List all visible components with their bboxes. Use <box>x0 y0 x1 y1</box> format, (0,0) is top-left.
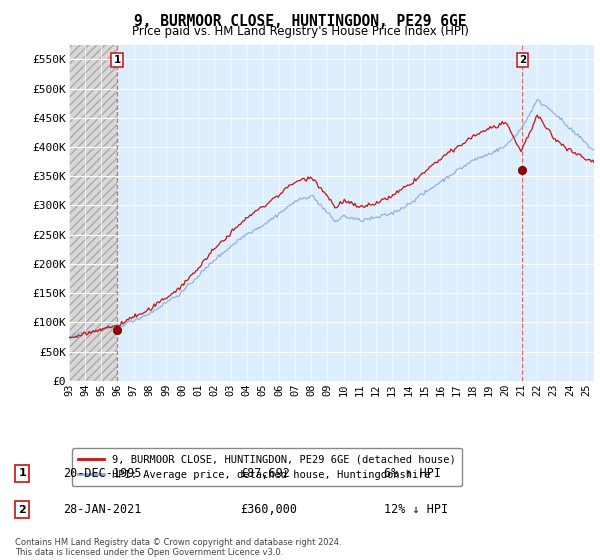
Text: £87,692: £87,692 <box>240 466 290 480</box>
Text: 28-JAN-2021: 28-JAN-2021 <box>63 503 142 516</box>
Text: Price paid vs. HM Land Registry's House Price Index (HPI): Price paid vs. HM Land Registry's House … <box>131 25 469 38</box>
Text: Contains HM Land Registry data © Crown copyright and database right 2024.
This d: Contains HM Land Registry data © Crown c… <box>15 538 341 557</box>
Text: 1: 1 <box>113 55 121 65</box>
Text: 1: 1 <box>19 468 26 478</box>
Legend: 9, BURMOOR CLOSE, HUNTINGDON, PE29 6GE (detached house), HPI: Average price, det: 9, BURMOOR CLOSE, HUNTINGDON, PE29 6GE (… <box>71 448 462 486</box>
Text: 12% ↓ HPI: 12% ↓ HPI <box>384 503 448 516</box>
Text: 2: 2 <box>519 55 526 65</box>
Text: 2: 2 <box>19 505 26 515</box>
Bar <box>69 45 117 381</box>
Text: 20-DEC-1995: 20-DEC-1995 <box>63 466 142 480</box>
Text: £360,000: £360,000 <box>240 503 297 516</box>
Text: 9, BURMOOR CLOSE, HUNTINGDON, PE29 6GE: 9, BURMOOR CLOSE, HUNTINGDON, PE29 6GE <box>134 14 466 29</box>
Text: 6% ↑ HPI: 6% ↑ HPI <box>384 466 441 480</box>
